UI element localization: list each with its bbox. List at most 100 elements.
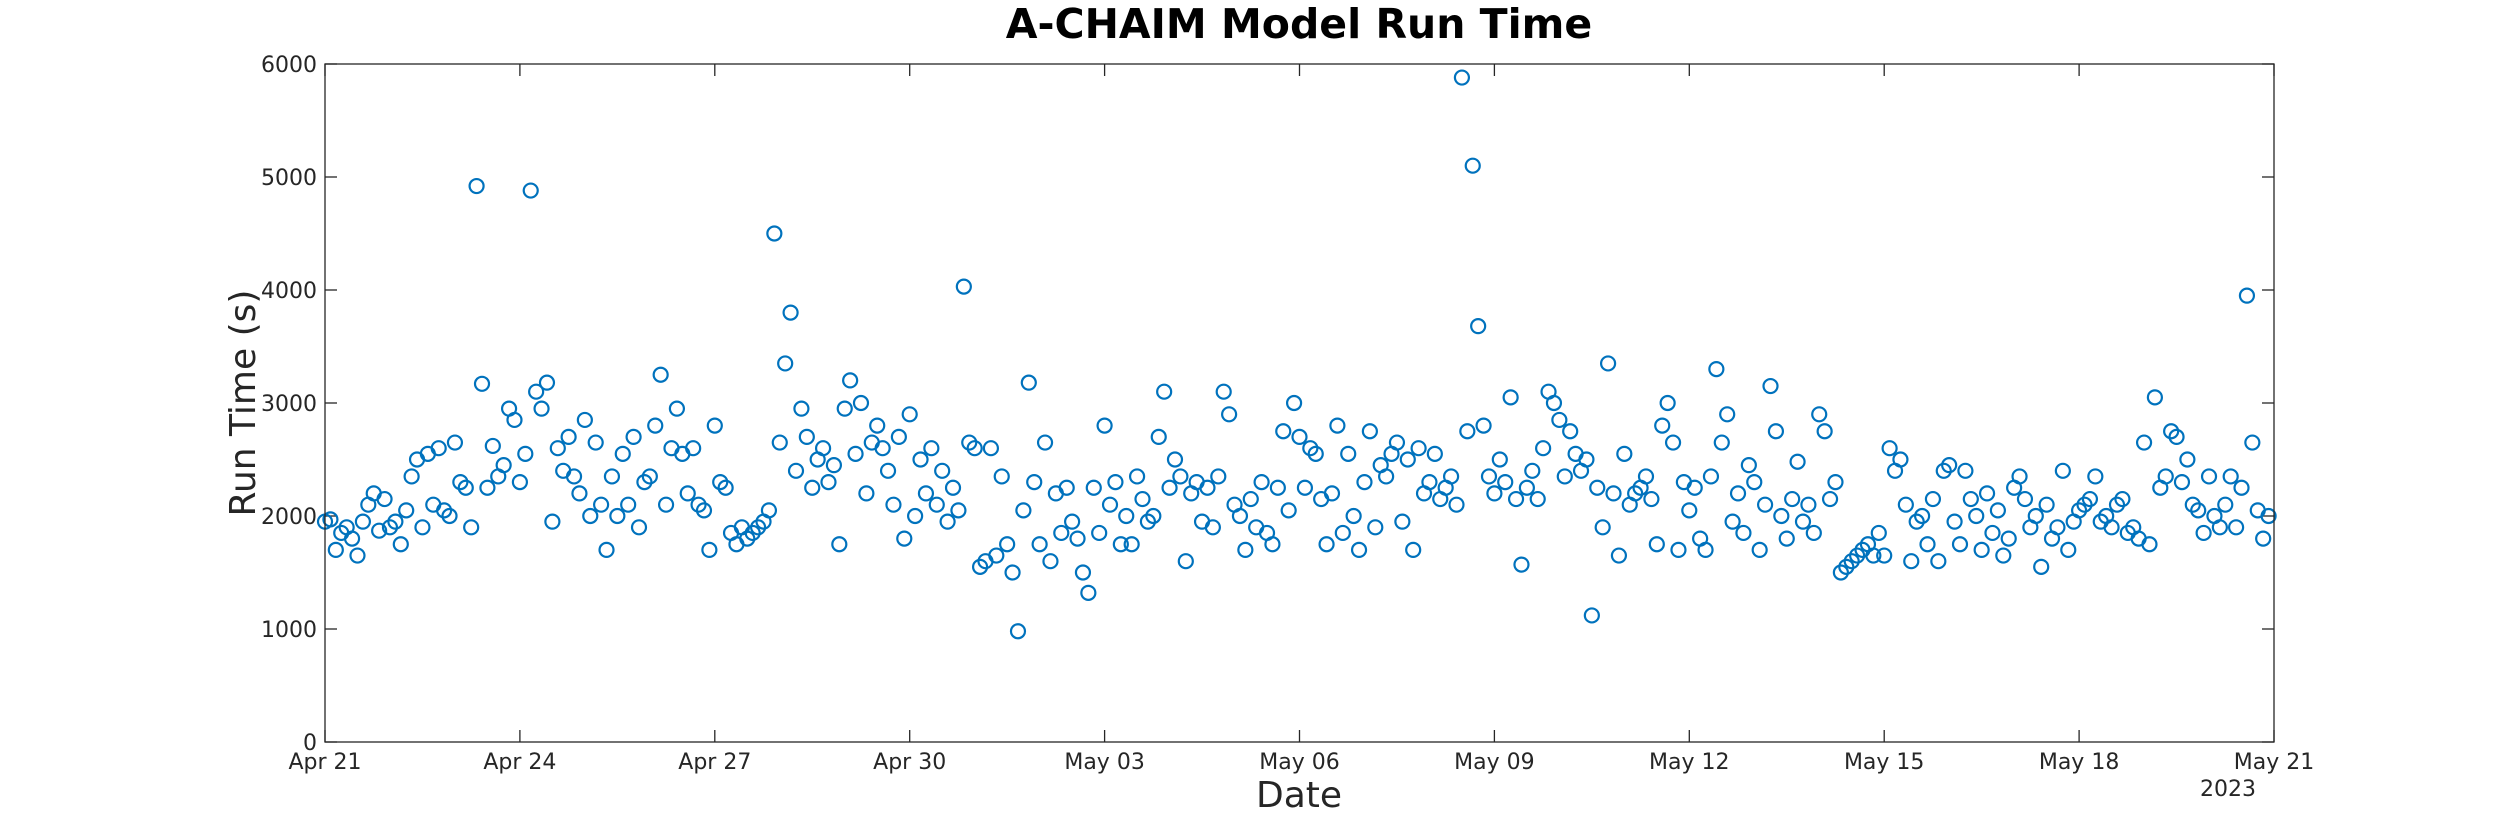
data-point xyxy=(814,440,832,457)
data-point xyxy=(1529,490,1546,508)
data-point xyxy=(1302,440,1319,457)
data-point xyxy=(787,462,805,479)
data-point xyxy=(603,468,621,485)
data-point xyxy=(1388,434,1406,451)
y-tick-label: 5000 xyxy=(261,166,317,191)
data-point xyxy=(647,417,664,434)
data-point xyxy=(993,468,1010,485)
data-point xyxy=(831,536,848,553)
data-point xyxy=(1724,513,1741,530)
data-point xyxy=(1307,445,1324,462)
data-point xyxy=(1280,502,1297,519)
data-point xyxy=(1074,564,1092,581)
data-point xyxy=(701,541,718,559)
data-point xyxy=(2135,434,2153,451)
x-tick-label: May 09 xyxy=(1454,750,1534,775)
data-point xyxy=(917,485,935,502)
data-point xyxy=(1237,541,1254,559)
data-point xyxy=(371,522,388,539)
data-point xyxy=(1009,623,1027,640)
data-point xyxy=(1513,556,1530,573)
data-point xyxy=(533,400,550,417)
data-point xyxy=(2000,530,2017,547)
data-point xyxy=(392,536,409,553)
data-point xyxy=(1838,558,1855,575)
data-point xyxy=(1941,457,1958,474)
data-point xyxy=(1166,451,1184,468)
data-point xyxy=(549,440,566,457)
data-point xyxy=(939,513,956,530)
data-point xyxy=(1897,496,1914,513)
data-point xyxy=(1112,536,1129,553)
data-point xyxy=(1589,479,1606,496)
data-point xyxy=(923,440,940,457)
x-tick-label: Apr 21 xyxy=(288,750,361,775)
data-point xyxy=(2255,530,2272,547)
data-point xyxy=(1453,69,1471,86)
data-point xyxy=(1161,479,1178,496)
data-point xyxy=(1913,507,1931,525)
chart-title: A-CHAIM Model Run Time xyxy=(1006,0,1592,48)
data-point xyxy=(1702,468,1720,485)
data-point xyxy=(934,462,951,479)
y-tick-label: 0 xyxy=(303,731,317,756)
data-point xyxy=(869,417,886,434)
x-axis-year-label: 2023 xyxy=(2200,777,2256,802)
data-point xyxy=(1285,394,1303,412)
data-point xyxy=(1340,445,1357,462)
data-point xyxy=(793,400,810,417)
data-point xyxy=(1681,502,1698,519)
data-point xyxy=(593,496,610,513)
data-point xyxy=(1984,524,2001,542)
data-point xyxy=(690,496,707,513)
data-point xyxy=(2211,519,2228,536)
y-axis: 0 1000 2000 3000 4000 5000 6000 xyxy=(261,53,2274,756)
x-tick-label: May 12 xyxy=(1649,750,1729,775)
data-point xyxy=(1497,474,1514,491)
x-tick-label: May 15 xyxy=(1844,750,1924,775)
data-point xyxy=(1903,553,1920,570)
data-point xyxy=(1345,507,1362,525)
data-point xyxy=(327,541,344,559)
data-point xyxy=(1892,451,1909,468)
data-point xyxy=(322,511,339,528)
data-point xyxy=(1459,423,1476,440)
data-point xyxy=(625,428,642,445)
data-point xyxy=(695,502,713,519)
data-point xyxy=(1773,507,1790,525)
data-point xyxy=(387,513,404,530)
data-point xyxy=(2060,541,2077,559)
data-point xyxy=(928,496,945,513)
data-point xyxy=(1107,474,1124,491)
data-point xyxy=(901,406,918,423)
data-point xyxy=(1491,451,1508,468)
data-point xyxy=(2108,496,2126,513)
data-point xyxy=(414,519,431,536)
data-point xyxy=(1957,462,1974,479)
data-point xyxy=(760,502,778,519)
x-tick-label: May 03 xyxy=(1064,750,1144,775)
data-point xyxy=(1843,553,1860,570)
data-point xyxy=(609,507,626,525)
data-point xyxy=(804,479,821,496)
data-point xyxy=(982,440,1000,457)
data-point xyxy=(463,519,480,536)
data-point xyxy=(706,417,723,434)
data-point xyxy=(1421,474,1438,491)
data-point xyxy=(1594,519,1611,536)
data-point xyxy=(1042,553,1059,570)
data-point xyxy=(376,490,393,508)
data-point xyxy=(1015,502,1032,519)
data-point xyxy=(1128,468,1146,485)
data-point xyxy=(1204,519,1221,536)
data-point xyxy=(1394,513,1411,530)
data-point xyxy=(1951,536,1969,553)
data-point xyxy=(560,428,577,445)
data-point xyxy=(1930,553,1947,570)
data-point xyxy=(896,530,913,547)
data-point xyxy=(1751,541,1768,559)
data-point xyxy=(468,177,485,195)
data-point xyxy=(1329,417,1346,434)
data-point xyxy=(1794,513,1812,530)
